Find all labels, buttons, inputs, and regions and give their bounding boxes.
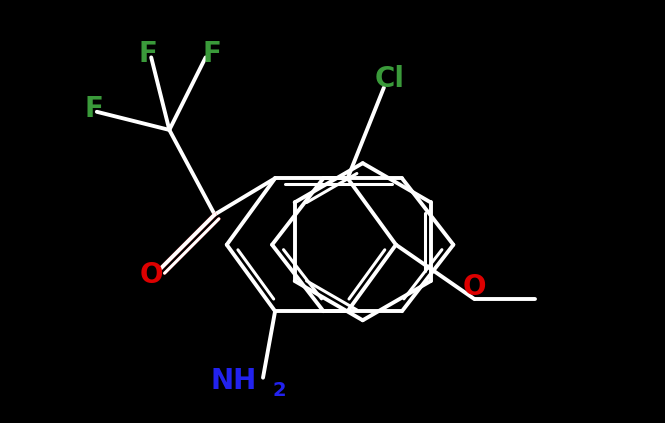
Text: F: F <box>84 95 103 123</box>
Text: F: F <box>139 40 158 69</box>
Text: Cl: Cl <box>375 65 405 93</box>
Text: O: O <box>463 273 486 301</box>
Text: F: F <box>202 40 221 69</box>
Text: 2: 2 <box>272 382 286 401</box>
Text: NH: NH <box>211 367 257 395</box>
Text: O: O <box>140 261 163 289</box>
